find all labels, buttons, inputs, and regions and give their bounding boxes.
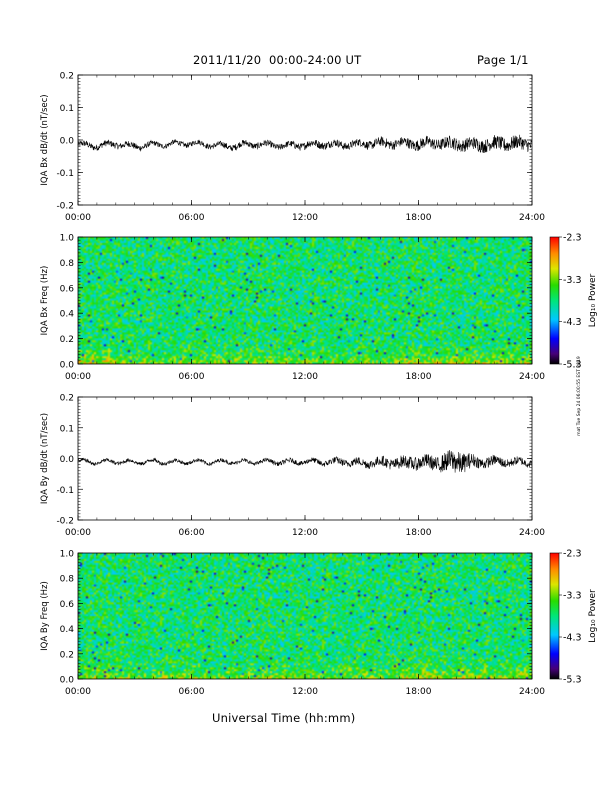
colorbar-tick-label: -5.3 <box>563 675 582 686</box>
colorbar-tick-label: -2.3 <box>563 549 582 560</box>
panel-2 <box>77 236 562 365</box>
colorbar <box>549 236 560 365</box>
y-tick-label: 0.6 <box>60 284 75 294</box>
x-axis-title: Universal Time (hh:mm) <box>212 711 356 725</box>
axes-frame <box>77 74 533 206</box>
y-tick-label: 0.1 <box>60 424 74 434</box>
colorbar-title: Log₁₀ Power <box>588 589 598 643</box>
y-tick-label: 0.2 <box>60 335 74 345</box>
data-trace <box>77 134 533 154</box>
x-tick-label: 18:00 <box>406 687 432 697</box>
colorbar-tick-label: -4.3 <box>563 633 582 644</box>
y-tick-label: -0.2 <box>56 202 74 212</box>
x-tick-label: 00:00 <box>65 687 91 697</box>
colorbar-tick-label: -5.3 <box>563 360 582 371</box>
y-tick-label: 0.0 <box>60 137 75 147</box>
x-tick-label: 12:00 <box>292 372 318 382</box>
y-tick-label: -0.1 <box>56 169 74 179</box>
colorbar-tick-label: -2.3 <box>563 233 582 244</box>
x-tick-label: 06:00 <box>179 528 205 538</box>
x-tick-label: 18:00 <box>406 213 432 223</box>
y-tick-label: -0.1 <box>56 486 74 496</box>
y-tick-label: 1.0 <box>60 550 75 560</box>
x-tick-label: 24:00 <box>519 213 545 223</box>
panel-4 <box>77 552 562 680</box>
page-title: 2011/11/20 00:00-24:00 UT <box>193 53 362 67</box>
x-tick-label: 00:00 <box>65 372 91 382</box>
x-tick-label: 24:00 <box>519 687 545 697</box>
y-tick-label: 0.6 <box>60 600 75 610</box>
x-tick-label: 06:00 <box>179 687 205 697</box>
panel-1 <box>77 74 533 206</box>
colorbar <box>549 552 560 680</box>
spectrogram-image <box>78 553 532 679</box>
colorbar-tick-label: -3.3 <box>563 275 582 286</box>
y-tick-label: 0.0 <box>60 361 75 371</box>
x-tick-label: 12:00 <box>292 687 318 697</box>
y-tick-label: 0.4 <box>60 625 75 635</box>
spectrogram-image <box>78 237 532 364</box>
y-tick-label: 0.2 <box>60 72 74 82</box>
panel-3 <box>77 396 533 521</box>
y-tick-label: -0.2 <box>56 517 74 527</box>
y-tick-label: 0.8 <box>60 259 75 269</box>
y-tick-label: 0.8 <box>60 575 75 585</box>
y-tick-label: 0.0 <box>60 455 75 465</box>
y-tick-label: 1.0 <box>60 234 75 244</box>
x-tick-label: 06:00 <box>179 372 205 382</box>
y-tick-label: 0.2 <box>60 394 74 404</box>
colorbar-tick-label: -4.3 <box>563 317 582 328</box>
x-tick-label: 24:00 <box>519 528 545 538</box>
y-tick-label: 0.0 <box>60 676 75 686</box>
x-tick-label: 12:00 <box>292 528 318 538</box>
x-tick-label: 12:00 <box>292 213 318 223</box>
colorbar-title: Log₁₀ Power <box>588 274 598 328</box>
x-tick-label: 18:00 <box>406 372 432 382</box>
x-tick-label: 06:00 <box>179 213 205 223</box>
colorbar-tick-label: -3.3 <box>563 591 582 602</box>
y-tick-label: 0.1 <box>60 104 74 114</box>
y-axis-title: IQA Bx dB/dt (nT/sec) <box>40 94 50 185</box>
x-tick-label: 00:00 <box>65 528 91 538</box>
y-tick-label: 0.4 <box>60 310 75 320</box>
page-number: Page 1/1 <box>477 53 529 67</box>
y-axis-title: IQA Bx Freq (Hz) <box>40 266 50 336</box>
x-tick-label: 24:00 <box>519 372 545 382</box>
x-tick-label: 00:00 <box>65 213 91 223</box>
x-tick-label: 18:00 <box>406 528 432 538</box>
data-trace <box>77 450 533 473</box>
side-stamp: mat Tue Sep 24 06:00:55 EST 2019 <box>576 356 582 436</box>
y-axis-title: IQA By dB/dt (nT/sec) <box>40 413 50 504</box>
y-tick-label: 0.2 <box>60 650 74 660</box>
y-axis-title: IQA By Freq (Hz) <box>40 581 50 651</box>
